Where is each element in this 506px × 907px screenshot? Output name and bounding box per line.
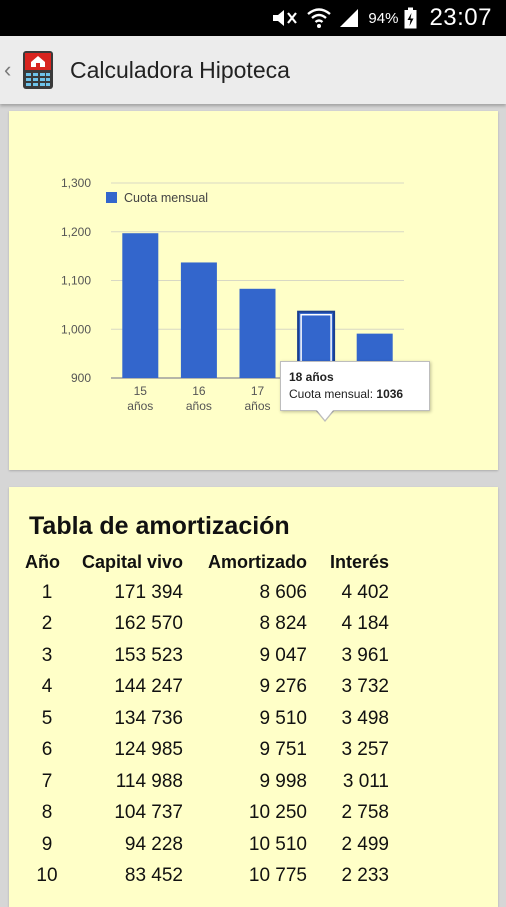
- cell-year: 1: [41, 581, 53, 603]
- signal-icon: [338, 7, 360, 29]
- cell-capital: 153 523: [114, 644, 183, 666]
- cell-amortizado: 9 276: [259, 676, 307, 698]
- table-row: 8 104 737 10 250 2 758: [25, 798, 389, 830]
- back-chevron-icon[interactable]: ‹: [4, 57, 12, 82]
- cell-amortizado: 9 751: [259, 739, 307, 761]
- x-tick-label: 16: [192, 384, 206, 398]
- cell-year: 9: [41, 833, 53, 855]
- cell-capital: 114 988: [115, 770, 183, 792]
- app-title: Calculadora Hipoteca: [70, 56, 290, 83]
- wifi-icon: [306, 7, 332, 29]
- cell-interes: 3 257: [341, 739, 389, 761]
- table-row: 1 171 394 8 606 4 402: [25, 577, 389, 609]
- cell-amortizado: 8 824: [259, 613, 307, 635]
- cell-year: 4: [41, 676, 53, 698]
- chart-card: 900 1,000 1,100 1,200 1,300 15 años 16 años 17 añ…: [9, 111, 498, 470]
- header-year: Año: [25, 551, 60, 572]
- bar-17[interactable]: [239, 288, 276, 378]
- cell-capital: 94 228: [124, 833, 183, 855]
- cell-year: 8: [41, 802, 53, 824]
- x-tick-label: años: [244, 399, 270, 413]
- legend-label: Cuota mensual: [124, 191, 208, 205]
- cell-capital: 144 247: [114, 676, 183, 698]
- table-row: 9 94 228 10 510 2 499: [25, 829, 389, 861]
- cell-amortizado: 10 510: [248, 833, 307, 855]
- y-tick-label: 1,100: [61, 274, 91, 288]
- y-tick-label: 900: [71, 371, 91, 385]
- cell-capital: 162 570: [114, 613, 183, 635]
- x-tick-label: 15: [134, 384, 148, 398]
- table-row: 6 124 985 9 751 3 257: [25, 735, 389, 767]
- clock: 23:07: [429, 4, 492, 31]
- cell-year: 6: [41, 739, 53, 761]
- cell-interes: 3 961: [341, 644, 389, 666]
- cell-year: 3: [41, 644, 53, 666]
- amortization-table: Año Capital vivo Amortizado Interés 1 171…: [25, 547, 389, 892]
- cell-year: 7: [41, 770, 53, 792]
- cell-interes: 4 402: [341, 581, 389, 603]
- chart-tooltip: 18 años Cuota mensual: 1036: [280, 361, 430, 411]
- cell-amortizado: 10 775: [248, 865, 307, 887]
- amortization-card: Tabla de amortización Año Capital vivo A…: [9, 487, 498, 907]
- header-interes: Interés: [329, 551, 389, 572]
- table-row: 5 134 736 9 510 3 498: [25, 703, 389, 735]
- tooltip-arrow-inner: [316, 409, 334, 420]
- cell-year: 2: [41, 613, 53, 635]
- cell-amortizado: 8 606: [259, 581, 307, 603]
- battery-icon: [404, 7, 417, 29]
- cell-amortizado: 9 047: [259, 644, 307, 666]
- status-icons: 94% 23:07: [270, 0, 492, 36]
- cell-interes: 3 011: [342, 770, 389, 792]
- cell-interes: 2 233: [341, 865, 389, 887]
- y-tick-label: 1,300: [61, 176, 91, 190]
- cell-interes: 2 758: [341, 802, 389, 824]
- bar-16[interactable]: [180, 262, 217, 378]
- chart-legend: Cuota mensual: [106, 191, 208, 205]
- battery-percent: 94%: [368, 9, 399, 27]
- cell-capital: 124 985: [114, 739, 183, 761]
- cell-interes: 2 499: [341, 833, 389, 855]
- header-capital: Capital vivo: [81, 551, 183, 572]
- table-row: 10 83 452 10 775 2 233: [25, 861, 389, 893]
- tooltip-value: 1036: [376, 387, 404, 401]
- bar-15[interactable]: [122, 233, 159, 378]
- cell-interes: 3 498: [341, 707, 389, 729]
- tooltip-value-line: Cuota mensual: 1036: [289, 387, 421, 401]
- cell-year: 5: [41, 707, 53, 729]
- x-tick-label: años: [127, 399, 153, 413]
- cell-year: 10: [36, 865, 58, 887]
- cell-amortizado: 9 998: [259, 770, 307, 792]
- table-row: 3 153 523 9 047 3 961: [25, 640, 389, 672]
- status-bar: 94% 23:07: [0, 0, 506, 36]
- tooltip-title: 18 años: [289, 370, 334, 384]
- mortgage-calculator-app-icon[interactable]: [22, 50, 54, 90]
- x-tick-label: 17: [251, 384, 265, 398]
- tooltip-label: Cuota mensual:: [289, 387, 377, 401]
- cell-capital: 171 394: [114, 581, 183, 603]
- mute-icon: [270, 7, 300, 29]
- legend-swatch: [106, 192, 117, 203]
- table-row: 7 114 988 9 998 3 011: [25, 766, 389, 798]
- cell-interes: 4 184: [341, 613, 389, 635]
- cell-capital: 83 452: [124, 865, 183, 887]
- cell-amortizado: 9 510: [259, 707, 307, 729]
- table-row: 4 144 247 9 276 3 732: [25, 672, 389, 704]
- y-tick-label: 1,200: [61, 225, 91, 239]
- cell-amortizado: 10 250: [248, 802, 307, 824]
- cell-capital: 134 736: [114, 707, 183, 729]
- y-tick-label: 1,000: [61, 322, 91, 336]
- table-title: Tabla de amortización: [29, 512, 290, 540]
- cell-interes: 3 732: [341, 676, 389, 698]
- action-bar: ‹ Calculadora Hipoteca: [0, 36, 506, 104]
- cell-capital: 104 737: [114, 802, 183, 824]
- x-tick-label: años: [186, 399, 212, 413]
- table-row: 2 162 570 8 824 4 184: [25, 609, 389, 641]
- table-header-row: Año Capital vivo Amortizado Interés: [25, 547, 389, 577]
- header-amortizado: Amortizado: [208, 551, 307, 572]
